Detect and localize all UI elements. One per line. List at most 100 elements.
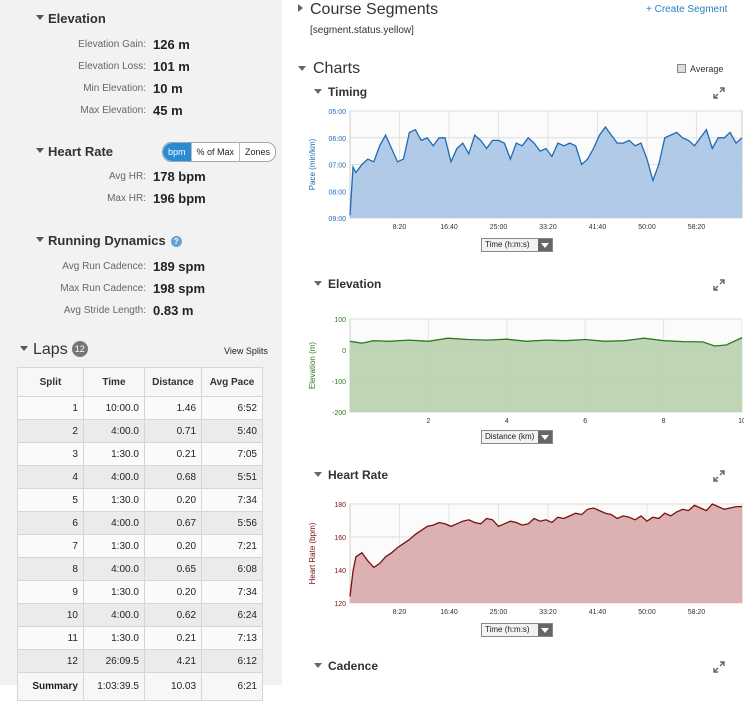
table-cell: 0.68 (143, 465, 203, 489)
table-row: 11 1:30.0 0.21 7:13 (17, 626, 263, 650)
table-cell: 5:51 (201, 465, 263, 489)
x-tick-label: 4 (505, 418, 509, 425)
collapse-triangle-icon (20, 346, 28, 351)
series-line (349, 125, 743, 216)
table-cell: 5 (17, 488, 84, 512)
stat-row: Elevation Loss: 101 m (78, 59, 190, 74)
summary-cell: 10.03 (143, 672, 203, 701)
summary-panel: Elevation Elevation Gain: 126 m Elevation… (0, 0, 282, 701)
course-segments-header[interactable]: Course Segments (298, 1, 438, 19)
elevation-chart-header[interactable]: Elevation (314, 277, 381, 291)
series-line (349, 337, 743, 347)
col-avg-pace[interactable]: Avg Pace (201, 367, 263, 397)
table-cell: 8 (17, 557, 84, 581)
x-tick-label: 16:40 (440, 609, 458, 616)
info-icon[interactable]: ? (170, 236, 182, 247)
y-tick-label: 08:00 (328, 189, 346, 196)
table-row: 3 1:30.0 0.21 7:05 (17, 442, 263, 466)
y-tick-label: 05:00 (328, 109, 346, 116)
y-tick-label: 180 (334, 502, 346, 509)
series-area (350, 337, 742, 412)
heart-rate-chart-header[interactable]: Heart Rate (314, 468, 388, 482)
course-segments-title: Course Segments (310, 1, 439, 18)
table-cell: 5:56 (201, 511, 263, 535)
series-line (349, 503, 742, 597)
x-tick-label: 41:40 (589, 609, 607, 616)
stat-row: Max HR: 196 bpm (107, 191, 206, 206)
table-row: 8 4:00.0 0.65 6:08 (17, 557, 263, 581)
x-tick-label: 58:20 (688, 224, 706, 231)
series-area (350, 504, 742, 603)
y-tick-label: 0 (342, 348, 346, 355)
x-tick-label: 50:00 (638, 224, 656, 231)
cadence-chart-title: Cadence (328, 659, 379, 673)
cadence-chart-header[interactable]: Cadence (314, 659, 378, 673)
x-tick-label: 58:20 (688, 609, 706, 616)
hr-toggle-bpm[interactable]: bpm (163, 143, 192, 161)
table-row: 2 4:00.0 0.71 5:40 (17, 419, 263, 443)
timing-chart-header[interactable]: Timing (314, 85, 367, 99)
table-cell: 1:30.0 (82, 580, 145, 604)
col-time[interactable]: Time (82, 367, 145, 397)
hr-toggle-percent-max[interactable]: % of Max (192, 143, 241, 161)
y-tick-label: 100 (334, 317, 346, 324)
view-splits-link[interactable]: View Splits (224, 346, 268, 356)
expand-chart-icon[interactable] (713, 279, 725, 291)
table-cell: 7 (17, 534, 84, 558)
x-axis-select[interactable]: Time (h:m:s) (481, 623, 553, 637)
charts-header[interactable]: Charts (298, 60, 360, 78)
table-cell: 1.46 (143, 396, 203, 420)
table-row: 10 4:00.0 0.62 6:24 (17, 603, 263, 627)
laps-header[interactable]: Laps 12 (20, 341, 88, 359)
table-cell: 1:30.0 (82, 442, 145, 466)
summary-cell: 1:03:39.5 (82, 672, 145, 701)
expand-chart-icon[interactable] (713, 87, 725, 99)
table-cell: 11 (17, 626, 84, 650)
elevation-section-header[interactable]: Elevation (36, 11, 106, 26)
hr-unit-toggle: bpm % of Max Zones (162, 142, 277, 162)
table-cell: 9 (17, 580, 84, 604)
elevation-section-title: Elevation (48, 11, 106, 26)
chevron-down-icon (538, 624, 552, 636)
x-tick-label: 41:40 (589, 224, 607, 231)
collapse-triangle-icon (314, 663, 322, 668)
table-cell: 1:30.0 (82, 534, 145, 558)
hr-toggle-zones[interactable]: Zones (245, 147, 271, 157)
chevron-down-icon (538, 431, 552, 443)
table-cell: 0.62 (143, 603, 203, 627)
table-cell: 7:34 (201, 580, 263, 604)
laps-table: Split Time Distance Avg Pace 1 10:00.0 1.4… (17, 367, 263, 701)
heart-rate-section-header[interactable]: Heart Rate (36, 144, 113, 159)
table-cell: 0.21 (143, 626, 203, 650)
table-cell: 6:24 (201, 603, 263, 627)
col-distance[interactable]: Distance (143, 367, 203, 397)
expand-chart-icon[interactable] (713, 470, 725, 482)
table-cell: 4.21 (143, 649, 203, 673)
collapse-triangle-icon (314, 89, 322, 94)
x-axis-select[interactable]: Time (h:m:s) (481, 238, 553, 252)
x-tick-label: 33:20 (539, 224, 557, 231)
col-split[interactable]: Split (17, 367, 84, 397)
x-tick-label: 25:00 (490, 224, 508, 231)
y-tick-label: 07:00 (328, 163, 346, 170)
y-tick-label: 09:00 (328, 216, 346, 223)
stat-row: Avg Stride Length: 0.83 m (63, 303, 194, 318)
y-axis-label: Pace (min/km) (308, 138, 317, 190)
chevron-down-icon (538, 239, 552, 251)
table-cell: 0.20 (143, 534, 203, 558)
table-cell: 0.20 (143, 488, 203, 512)
table-cell: 3 (17, 442, 84, 466)
y-axis-label: Elevation (m) (308, 342, 317, 389)
charts-title: Charts (313, 60, 361, 77)
table-cell: 6:12 (201, 649, 263, 673)
table-cell: 4:00.0 (82, 557, 145, 581)
expand-chart-icon[interactable] (713, 661, 725, 673)
running-dynamics-section-header[interactable]: Running Dynamics? (36, 233, 182, 248)
create-segment-link[interactable]: + Create Segment (646, 4, 728, 15)
table-cell: 1:30.0 (82, 488, 145, 512)
y-tick-label: -200 (332, 410, 346, 417)
average-checkbox[interactable]: Average (677, 64, 723, 74)
x-axis-select[interactable]: Distance (km) (481, 430, 553, 444)
table-cell: 0.21 (143, 442, 203, 466)
table-row: 6 4:00.0 0.67 5:56 (17, 511, 263, 535)
